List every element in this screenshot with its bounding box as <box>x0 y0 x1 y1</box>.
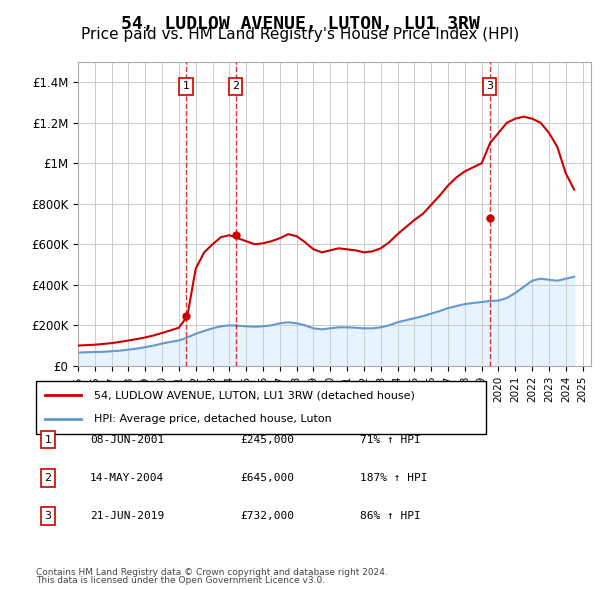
Text: 86% ↑ HPI: 86% ↑ HPI <box>360 512 421 521</box>
Text: 2: 2 <box>44 473 52 483</box>
Text: £245,000: £245,000 <box>240 435 294 444</box>
Text: 54, LUDLOW AVENUE, LUTON, LU1 3RW (detached house): 54, LUDLOW AVENUE, LUTON, LU1 3RW (detac… <box>95 391 415 401</box>
Text: Contains HM Land Registry data © Crown copyright and database right 2024.: Contains HM Land Registry data © Crown c… <box>36 568 388 577</box>
Text: 2: 2 <box>232 81 239 91</box>
Text: 187% ↑ HPI: 187% ↑ HPI <box>360 473 427 483</box>
Text: 1: 1 <box>44 435 52 444</box>
FancyBboxPatch shape <box>36 381 486 434</box>
Text: Price paid vs. HM Land Registry's House Price Index (HPI): Price paid vs. HM Land Registry's House … <box>81 27 519 41</box>
Text: £645,000: £645,000 <box>240 473 294 483</box>
Text: 14-MAY-2004: 14-MAY-2004 <box>90 473 164 483</box>
Text: 08-JUN-2001: 08-JUN-2001 <box>90 435 164 444</box>
Text: 3: 3 <box>44 512 52 521</box>
Text: 1: 1 <box>183 81 190 91</box>
Text: 21-JUN-2019: 21-JUN-2019 <box>90 512 164 521</box>
Text: 3: 3 <box>486 81 493 91</box>
Text: 71% ↑ HPI: 71% ↑ HPI <box>360 435 421 444</box>
Text: £732,000: £732,000 <box>240 512 294 521</box>
Text: 54, LUDLOW AVENUE, LUTON, LU1 3RW: 54, LUDLOW AVENUE, LUTON, LU1 3RW <box>121 15 479 33</box>
Text: HPI: Average price, detached house, Luton: HPI: Average price, detached house, Luto… <box>95 414 332 424</box>
Text: This data is licensed under the Open Government Licence v3.0.: This data is licensed under the Open Gov… <box>36 576 325 585</box>
